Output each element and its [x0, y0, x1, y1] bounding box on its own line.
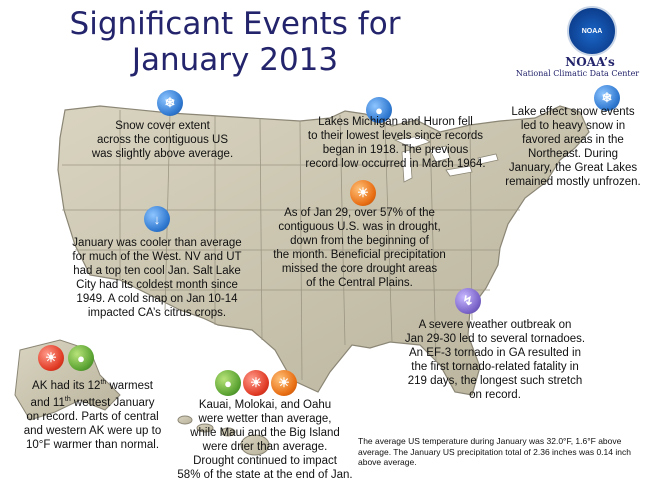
drop-icon: ● — [215, 370, 241, 396]
note-line: on record. — [469, 389, 521, 401]
noaa-logo-text: NOAA — [581, 27, 603, 35]
note-line: were drier than average. — [202, 441, 328, 453]
sun-icon: ☀ — [350, 180, 376, 206]
note-great-lakes-levels: Lakes Michigan and Huron fell to their l… — [283, 115, 508, 171]
drop-icon: ● — [68, 345, 94, 371]
note-west-cool: January was cooler than average for much… — [62, 236, 252, 320]
text-segment: warmest — [106, 379, 153, 392]
note-line: and 11th wettest January — [10, 393, 175, 410]
note-line: impacted CA’s citrus crops. — [87, 307, 227, 319]
note-line: Drought continued to impact — [193, 455, 337, 467]
note-line: remained mostly unfrozen. — [505, 176, 641, 188]
hawaii-shape — [177, 415, 270, 456]
note-line: was slightly above average. — [91, 148, 234, 160]
note-line: Northeast. During — [527, 148, 619, 160]
org-short-name: NOAA’s — [565, 55, 615, 69]
note-line: 1949. A cold snap on Jan 10-14 — [76, 293, 238, 305]
text-segment: AK had its 12 — [32, 379, 101, 392]
note-line: AK had its 12th warmest — [10, 376, 175, 393]
note-line: City had its coldest month since — [76, 279, 238, 291]
snowflake-icon: ❄ — [594, 85, 620, 111]
note-line: January, the Great Lakes — [508, 162, 638, 174]
note-drought: As of Jan 29, over 57% of the contiguous… — [267, 206, 452, 290]
note-line: 219 days, the longest such stretch — [407, 375, 583, 387]
superscript: th — [64, 395, 71, 403]
note-snow-cover: Snow cover extent across the contiguous … — [75, 119, 250, 161]
note-line: An EF-3 tornado in GA resulted in — [409, 347, 581, 359]
note-line: while Maui and the Big Island — [190, 427, 340, 439]
note-line: to their lowest levels since records — [307, 130, 484, 142]
text-segment: and 11 — [30, 396, 65, 409]
sun-icon: ☀ — [271, 370, 297, 396]
note-line: the month. Beneficial precipitation — [273, 249, 446, 261]
note-line: the first tornado-related fatality in — [411, 361, 579, 373]
noaa-logo: NOAA — [567, 6, 617, 56]
note-line: of the Central Plains. — [306, 277, 413, 289]
great-lakes — [393, 135, 499, 183]
note-line: Snow cover extent — [115, 120, 210, 132]
note-line: across the contiguous US — [96, 134, 229, 146]
title-line-2: January 2013 — [131, 42, 339, 78]
note-line: A severe weather outbreak on — [418, 319, 572, 331]
note-line: As of Jan 29, over 57% of the — [284, 207, 435, 219]
note-line: Jan 29-30 led to several tornadoes. — [404, 333, 586, 345]
note-line: missed the core drought areas — [281, 263, 438, 275]
drop-icon: ● — [366, 97, 392, 123]
superscript: th — [100, 379, 107, 386]
note-line: for much of the West. NV and UT — [72, 251, 242, 263]
national-summary: The average US temperature during Januar… — [358, 436, 631, 467]
note-line: and western AK were up to — [23, 424, 162, 437]
note-lake-effect-snow: Lake effect snow events led to heavy sno… — [498, 105, 648, 189]
org-full-name: National Climatic Data Center — [515, 69, 640, 78]
note-line: on record. Parts of central — [26, 410, 159, 423]
note-line: 10°F warmer than normal. — [25, 438, 160, 451]
note-severe-weather: A severe weather outbreak on Jan 29-30 l… — [390, 318, 600, 402]
tornado-icon: ↯ — [455, 288, 481, 314]
note-alaska: AK had its 12th warmest and 11th wettest… — [10, 376, 175, 452]
note-line: Lakes Michigan and Huron fell — [318, 116, 473, 128]
note-line: contiguous U.S. was in drought, — [278, 221, 441, 233]
note-line: Lake effect snow events — [511, 106, 635, 118]
note-line: record low occurred in March 1964. — [305, 158, 486, 170]
note-line: were wetter than average, — [198, 413, 332, 425]
note-line: January was cooler than average — [72, 237, 242, 249]
note-line: favored areas in the — [522, 134, 624, 146]
note-line: led to heavy snow in — [520, 120, 626, 132]
note-line: Kauai, Molokai, and Oahu — [198, 399, 332, 411]
snowflake-icon: ❄ — [157, 90, 183, 116]
note-line: 58% of the state at the end of Jan. — [177, 469, 353, 481]
title-line-1: Significant Events for — [69, 6, 401, 42]
thermometer-warm-icon: ☀ — [38, 345, 64, 371]
thermometer-cold-icon: ↓ — [144, 206, 170, 232]
sun-icon: ☀ — [243, 370, 269, 396]
note-line: began in 1918. The previous — [322, 144, 469, 156]
note-line: had a top ten cool Jan. Salt Lake — [73, 265, 241, 277]
state-borders — [62, 110, 520, 381]
text-segment: wettest January — [70, 396, 155, 409]
note-line: down from the beginning of — [290, 235, 429, 247]
note-hawaii: Kauai, Molokai, and Oahu were wetter tha… — [175, 398, 355, 482]
